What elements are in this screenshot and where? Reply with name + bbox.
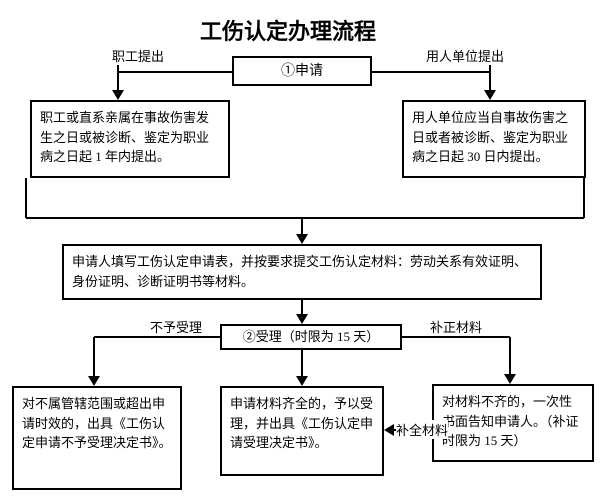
label-supplement: 补正材料: [430, 317, 482, 336]
box-employee-desc: 职工或直系亲属在事故伤害发生之日或被诊断、鉴定为职业病之日起 1 年内提出。: [30, 100, 230, 178]
box-outcome-accept: 申请材料齐全的，予以受理，并出具《工伤认定申请受理决定书》。: [220, 386, 384, 476]
box-outcome-reject: 对不属管辖范围或超出申请时效的，出具《工伤认定申请不予受理决定书》。: [12, 386, 182, 490]
label-employer-submit: 用人单位提出: [426, 46, 504, 65]
label-employee-submit: 职工提出: [112, 46, 164, 65]
label-supplement-all: 补全材料: [396, 420, 448, 439]
label-not-accepted: 不予受理: [150, 317, 202, 336]
box-fill-form: 申请人填写工伤认定申请表，并按要求提交工伤认定材料：劳动关系有效证明、身份证明、…: [62, 244, 542, 300]
box-employer-desc: 用人单位应当自事故伤害之日或者被诊断、鉴定为职业病之日起 30 日内提出。: [402, 100, 586, 178]
page-title: 工伤认定办理流程: [200, 14, 376, 46]
box-apply: ①申请: [232, 56, 372, 86]
box-outcome-supplement: 对材料不齐的，一次性书面告知申请人。（补证时限为 15 天）: [432, 384, 594, 462]
box-accept: ②受理（时限为 15 天）: [220, 324, 402, 350]
